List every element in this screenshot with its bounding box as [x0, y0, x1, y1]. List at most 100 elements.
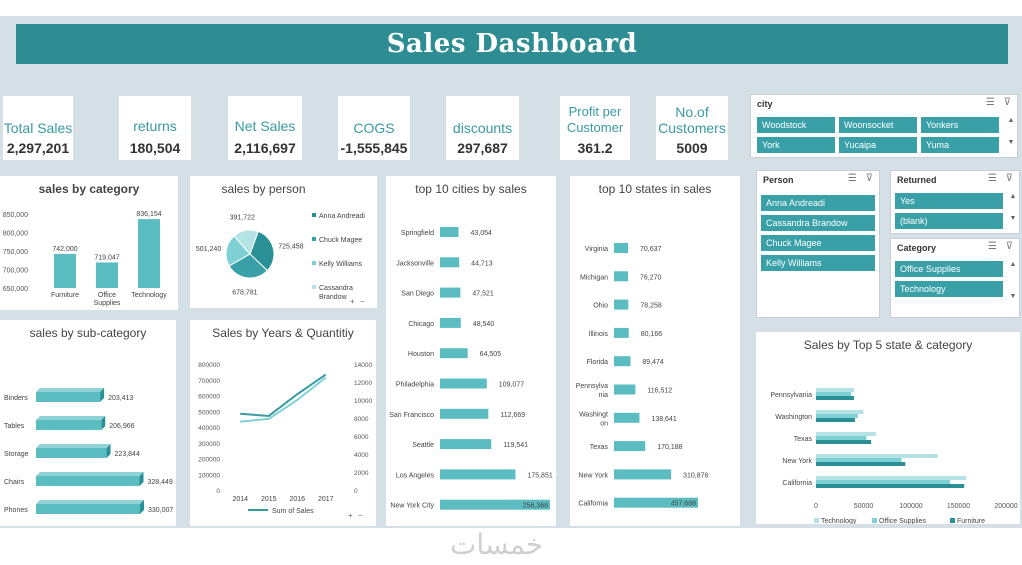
scroll-down-icon[interactable]: ▼	[1007, 139, 1015, 146]
clear-filter-icon[interactable]: ⊽	[1005, 241, 1013, 252]
multi-select-icon[interactable]: ☰	[847, 173, 857, 184]
slicer-item-kelly-williams[interactable]: Kelly Williams	[761, 255, 875, 271]
bar	[816, 454, 938, 458]
slicer-item-yuma[interactable]: Yuma	[921, 137, 999, 153]
data-label: 678,781	[232, 290, 257, 297]
slicer-item-yonkers[interactable]: Yonkers	[921, 117, 999, 133]
data-label: 203,413	[108, 395, 133, 402]
x-tick-label: 2017	[318, 496, 334, 503]
scroll-down-icon[interactable]: ▼	[1009, 215, 1017, 222]
bar	[614, 497, 698, 508]
scroll-up-icon[interactable]: ▲	[1007, 117, 1015, 124]
kpi-customers: No.of Customers 5009	[656, 96, 728, 160]
slicer-item-chuck-magee[interactable]: Chuck Magee	[761, 235, 875, 251]
bar	[614, 441, 646, 452]
multi-select-icon[interactable]: ☰	[987, 173, 997, 184]
slicer-item-cassandra-brandow[interactable]: Cassandra Brandow	[761, 215, 875, 231]
x-tick-label: 2016	[289, 496, 305, 503]
slicer-item-york[interactable]: York	[757, 137, 835, 153]
slicer-item-technology[interactable]: Technology	[895, 281, 1003, 297]
category-label: Storage	[4, 451, 29, 458]
multi-select-icon[interactable]: ☰	[985, 97, 995, 108]
kpi-discounts: discounts 297,687	[446, 96, 519, 160]
bar-top	[36, 388, 105, 392]
bar-side	[106, 444, 111, 458]
chart-title: Sales by Top 5 state & category	[803, 338, 973, 352]
kpi-label: Total Sales	[3, 120, 73, 136]
data-label: 391,722	[230, 215, 255, 222]
y2-tick-label: 4000	[354, 452, 369, 459]
slicer-item-blank[interactable]: (blank)	[895, 213, 1003, 229]
pie-slice	[233, 229, 259, 255]
x-tick-label: 200000	[994, 503, 1017, 510]
category-label: Michigan	[580, 274, 608, 281]
scroll-down-icon[interactable]: ▼	[1009, 293, 1017, 300]
clear-filter-icon[interactable]: ⊽	[1003, 97, 1011, 108]
kpi-cogs: COGS -1,555,845	[338, 96, 410, 160]
category-slicer[interactable]: Category ☰ ⊽ Office Supplies Technology …	[890, 238, 1020, 318]
bar	[440, 469, 516, 480]
bar	[138, 219, 160, 288]
bar	[816, 410, 864, 414]
top5-state-category-chart: Pennsylvania Washington Texas New York Calif…	[770, 388, 1018, 524]
slicer-title: Returned	[897, 175, 937, 185]
data-label: 112,669	[500, 412, 525, 419]
data-label: 119,541	[503, 442, 528, 449]
person-slicer[interactable]: Person ☰ ⊽ Anna Andreadi Cassandra Brand…	[756, 170, 880, 318]
watermark-logo: خمسات	[450, 528, 544, 561]
category-label: San Francisco	[389, 412, 434, 419]
bar-top	[36, 472, 144, 476]
slicer-item-anna-andreadi[interactable]: Anna Andreadi	[761, 195, 875, 211]
slicer-item-office-supplies[interactable]: Office Supplies	[895, 261, 1003, 277]
clear-filter-icon[interactable]: ⊽	[865, 173, 873, 184]
bar-side	[140, 500, 144, 514]
slicer-item-yucaipa[interactable]: Yucaipa	[839, 137, 917, 153]
category-label: Texas	[590, 444, 609, 451]
collapse-button: −	[360, 297, 365, 306]
expand-button: +	[348, 511, 353, 520]
scroll-up-icon[interactable]: ▲	[1009, 261, 1017, 268]
bar	[614, 243, 628, 253]
legend-label: Furniture	[957, 518, 985, 524]
slicer-item-yes[interactable]: Yes	[895, 193, 1003, 209]
x-tick-label: 0	[814, 503, 818, 510]
bar	[614, 384, 636, 395]
data-label: 109,077	[499, 382, 524, 389]
bar-side	[101, 416, 106, 430]
bar	[614, 412, 640, 423]
category-label: Philadelphia	[396, 382, 434, 389]
data-label: 138,641	[651, 416, 676, 423]
bar-side	[100, 388, 105, 402]
clear-filter-icon[interactable]: ⊽	[1005, 173, 1013, 184]
city-slicer[interactable]: city ☰ ⊽ Woodstock Woonsocket Yonkers Yo…	[750, 94, 1018, 158]
y-tick-label: 700,000	[3, 268, 28, 275]
bar	[816, 418, 855, 422]
y2-tick-label: 2000	[354, 470, 369, 477]
slicer-item-woodstock[interactable]: Woodstock	[757, 117, 835, 133]
data-label: 742,000	[52, 246, 77, 253]
bar	[96, 262, 118, 288]
y-tick-label: 500000	[198, 409, 220, 416]
chart-title: sales by sub-category	[29, 326, 147, 340]
pie-slice	[228, 253, 269, 279]
category-label: Pennsylva	[576, 383, 608, 390]
y-tick-label: 650,000	[3, 286, 28, 293]
bar-top	[36, 500, 144, 504]
bar	[816, 432, 876, 436]
slicer-item-woonsocket[interactable]: Woonsocket	[839, 117, 917, 133]
data-label: 457,688	[671, 501, 696, 508]
bar	[816, 436, 867, 440]
category-label: Chairs	[4, 479, 25, 486]
bar	[816, 458, 902, 462]
data-label: 76,270	[640, 274, 662, 281]
scroll-up-icon[interactable]: ▲	[1009, 193, 1017, 200]
category-label: California	[578, 501, 608, 508]
multi-select-icon[interactable]: ☰	[987, 241, 997, 252]
kpi-value: 2,116,697	[234, 140, 296, 156]
returned-slicer[interactable]: Returned ☰ ⊽ Yes (blank) ▲ ▼	[890, 170, 1020, 234]
kpi-returns: returns 180,504	[119, 96, 191, 160]
data-label: 89,474	[642, 359, 664, 366]
y2-tick-label: 8000	[354, 416, 369, 423]
bar	[54, 253, 76, 288]
legend-label: Sum of Sales	[272, 508, 314, 515]
